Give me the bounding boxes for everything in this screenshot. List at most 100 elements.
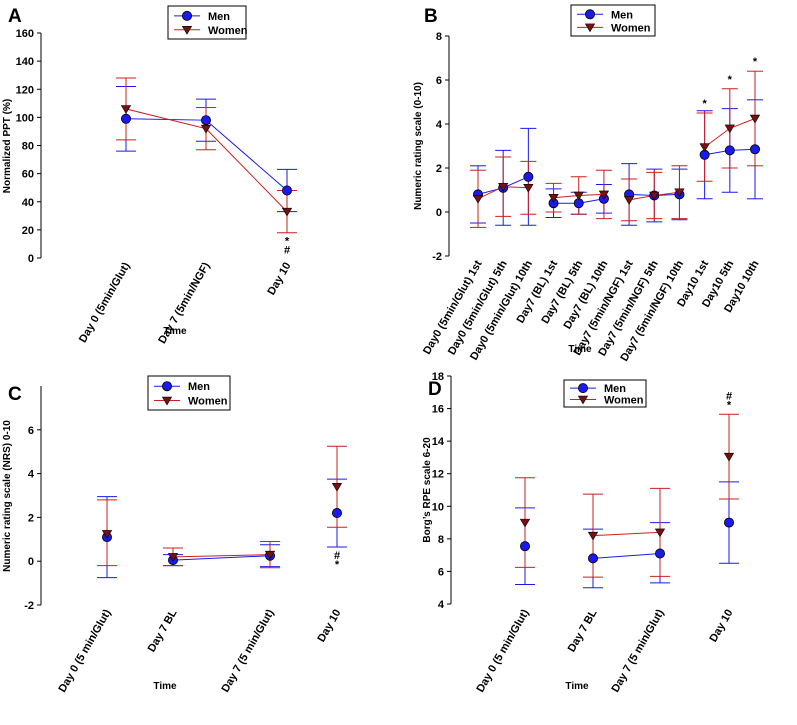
- x-axis-label: Time: [163, 326, 187, 337]
- legend-box: [167, 5, 247, 40]
- y-tick-label: 8: [438, 534, 444, 546]
- data-point-women: [167, 553, 179, 562]
- data-point-women: [573, 191, 584, 201]
- panel-letter: B: [424, 6, 438, 27]
- legend-box: [563, 379, 647, 408]
- legend-marker-women: [577, 395, 589, 405]
- y-tick-label: 40: [22, 197, 34, 209]
- x-category-label: Day 7 (5 min/Glut): [219, 607, 276, 694]
- legend-label-women: Women: [611, 22, 651, 34]
- y-tick-label: 4: [436, 119, 443, 131]
- data-point-men: [724, 145, 735, 156]
- chart-panel-d: D 4 6 8 10 12 14 16 18 Borg’s RPE scale 6-20 Day 0…: [422, 371, 739, 695]
- series-women: [470, 70, 763, 228]
- legend-box: [570, 4, 656, 37]
- series-line: [592, 553, 661, 559]
- series-men: [97, 478, 347, 579]
- y-tick-label: 60: [22, 169, 34, 181]
- x-category-label: Day 0 (5 min/Glut): [474, 607, 531, 694]
- x-axis-label: Time: [153, 681, 177, 692]
- data-point-women: [548, 193, 559, 203]
- data-point-women: [281, 207, 293, 217]
- y-axis-label: Borg’s RPE scale 6-20: [422, 437, 433, 543]
- data-point-men: [523, 171, 534, 182]
- y-axis-label: Normalized PPT (%): [2, 99, 13, 193]
- series-women: [515, 413, 739, 578]
- data-point-women: [598, 190, 610, 200]
- series-women: [97, 445, 347, 569]
- y-tick-label: 0: [28, 556, 34, 568]
- chart-panel-a: A 0 20 40 60 80 100 120 140 160 Normalized PPT (%)…: [2, 5, 297, 346]
- legend: Men Women: [147, 375, 231, 411]
- y-tick-label: 10: [432, 501, 444, 513]
- data-point-men: [331, 508, 342, 519]
- y-tick-label: 14: [432, 436, 445, 448]
- data-point-men: [281, 185, 292, 196]
- x-category-label: Day 0 (5min/Glut): [77, 260, 133, 345]
- data-point-women: [749, 114, 761, 124]
- chart-panel-c: C -2 0 2 4 6 Numeric rating scale (NRS) 0-10 Da…: [2, 375, 347, 695]
- y-tick-label: 8: [436, 31, 442, 43]
- significance-marker: *: [285, 236, 290, 248]
- data-point-women: [498, 182, 509, 192]
- y-axis-label: Numeric rating scale (0-10): [413, 82, 424, 210]
- y-tick-label: -2: [432, 251, 442, 263]
- y-tick-label: 2: [28, 512, 34, 524]
- legend-marker-women: [161, 396, 173, 406]
- legend-marker-men: [578, 383, 589, 394]
- significance-marker: #: [726, 390, 732, 402]
- x-category-label: Day 7 BL: [146, 607, 180, 654]
- y-tick-label: 140: [16, 56, 34, 68]
- y-tick-label: 120: [16, 84, 34, 96]
- y-tick-label: 6: [438, 566, 444, 578]
- x-category-label: Day 10: [315, 608, 343, 645]
- data-point-men: [750, 144, 761, 155]
- y-tick-label: 80: [22, 141, 34, 153]
- x-category-label: Day 10: [265, 261, 293, 298]
- data-point-men: [520, 541, 531, 552]
- data-point-men: [655, 548, 666, 559]
- data-point-women: [519, 518, 531, 528]
- data-point-women: [724, 124, 735, 134]
- legend-label-women: Women: [188, 395, 228, 407]
- legend-label-men: Men: [188, 381, 210, 393]
- legend-marker-men: [161, 381, 172, 392]
- y-tick-label: 4: [28, 469, 35, 481]
- y-tick-label: 6: [436, 75, 442, 87]
- x-category-label: Day 0 (5 min/Glut): [56, 607, 113, 694]
- y-axis-label: Numeric rating scale (NRS) 0-10: [2, 420, 13, 572]
- y-tick-label: 20: [22, 225, 34, 237]
- y-tick-label: 18: [432, 371, 444, 383]
- data-point-women: [723, 452, 735, 462]
- series-line: [172, 555, 271, 561]
- significance-marker: *: [753, 56, 758, 68]
- data-point-women: [674, 188, 685, 198]
- series-line: [172, 554, 271, 558]
- data-point-women: [331, 482, 343, 492]
- y-tick-label: 160: [16, 28, 34, 40]
- significance-marker: *: [727, 399, 732, 411]
- data-point-women: [654, 528, 666, 538]
- y-tick-label: -2: [24, 600, 34, 612]
- x-category-label: Day 7 (5 min/Glut): [609, 607, 666, 694]
- data-point-women: [623, 196, 635, 205]
- data-point-men: [724, 517, 735, 528]
- significance-marker: *: [702, 98, 707, 110]
- data-point-men: [200, 115, 211, 126]
- legend-marker-men: [585, 9, 596, 20]
- series-men: [470, 99, 763, 226]
- legend-label-men: Men: [208, 11, 230, 23]
- y-tick-label: 2: [436, 163, 442, 175]
- data-point-women: [101, 530, 113, 539]
- data-point-women: [523, 184, 534, 193]
- legend-marker-men: [181, 10, 192, 21]
- y-tick-label: 4: [438, 599, 445, 611]
- data-point-men: [121, 113, 132, 124]
- y-tick-label: 0: [28, 253, 34, 265]
- legend-label-women: Women: [604, 394, 644, 406]
